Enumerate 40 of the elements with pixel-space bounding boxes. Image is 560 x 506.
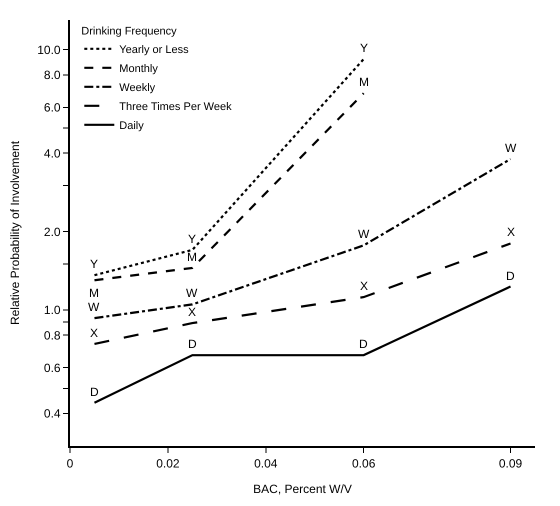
annotation: Y: [90, 257, 98, 271]
y-tick-label: 0.4: [44, 406, 61, 421]
y-tick-label: 4.0: [44, 146, 61, 160]
annotation: W: [505, 141, 517, 155]
y-axis-title: Relative Probability of Involvement: [8, 140, 22, 326]
annotation: X: [360, 279, 368, 293]
annotation: D: [188, 337, 197, 351]
legend-label: Weekly: [119, 82, 156, 94]
y-tick-label: 1.0: [44, 303, 61, 318]
y-tick-label: 2.0: [44, 224, 61, 239]
legend-label: Three Times Per Week: [119, 101, 232, 114]
x-axis-title: BAC, Percent W/V: [253, 482, 352, 496]
annotation: Y: [360, 41, 368, 55]
y-tick-label: 8.0: [44, 68, 61, 82]
annotation: M: [359, 75, 369, 89]
annotation: X: [507, 225, 516, 239]
y-tick-label: 6.0: [44, 100, 61, 115]
annotation: M: [89, 286, 99, 300]
x-tick-label: 0.04: [254, 456, 278, 470]
legend-label: Monthly: [119, 63, 158, 76]
annotation: D: [90, 385, 99, 399]
annotation: Y: [188, 232, 196, 246]
annotation: X: [188, 305, 196, 319]
x-tick-label: 0.02: [156, 456, 180, 470]
y-tick-label: 0.6: [44, 360, 61, 375]
annotation: W: [186, 286, 198, 300]
annotation: D: [359, 337, 368, 351]
annotation: M: [187, 250, 197, 264]
annotation: X: [90, 326, 98, 340]
x-tick-label: 0.06: [352, 456, 376, 470]
annotation: W: [358, 227, 370, 241]
y-tick-label: 10.0: [37, 42, 61, 57]
x-tick-label: 0.09: [498, 456, 523, 470]
legend-label: Yearly or Less: [119, 44, 190, 56]
legend-label: Daily: [119, 120, 144, 132]
annotation: W: [88, 300, 100, 314]
legend-title: Drinking Frequency: [81, 25, 178, 38]
annotation: D: [506, 269, 515, 283]
x-tick-label: 0: [66, 456, 74, 470]
y-tick-label: 0.8: [44, 328, 61, 342]
